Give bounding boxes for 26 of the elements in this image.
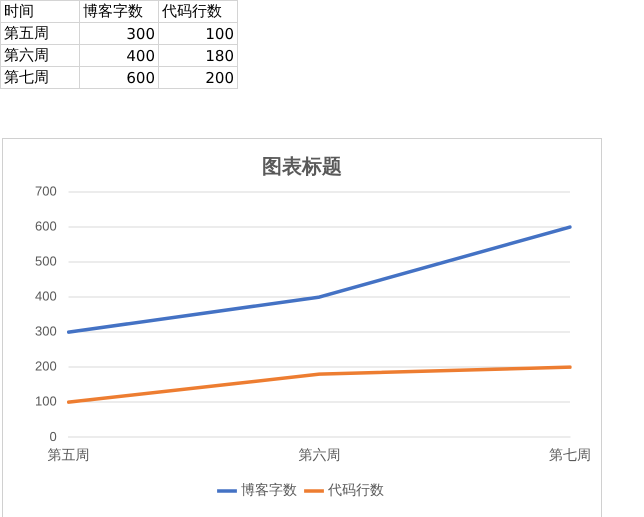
y-tick-label: 700 xyxy=(34,184,57,199)
legend-label: 博客字数 xyxy=(241,482,297,499)
y-tick-label: 400 xyxy=(34,288,57,304)
text: 第五周 xyxy=(0,22,80,44)
text: 400 xyxy=(80,44,158,66)
y-tick-label: 100 xyxy=(34,394,57,409)
text: 博客字数 xyxy=(80,0,158,22)
y-tick-label: 500 xyxy=(34,254,57,269)
x-tick-label: 第六周 xyxy=(298,446,340,462)
text: 第六周 xyxy=(0,44,80,66)
y-tick-label: 300 xyxy=(34,324,57,339)
y-tick-label: 0 xyxy=(49,428,57,444)
text: 代码行数 xyxy=(158,0,238,22)
text: 第七周 xyxy=(0,66,80,88)
y-tick-label: 200 xyxy=(34,358,57,374)
text: 时间 xyxy=(0,0,80,22)
legend-label: 代码行数 xyxy=(327,482,384,499)
x-tick-label: 第五周 xyxy=(48,446,90,462)
y-tick-label: 600 xyxy=(34,218,57,234)
text: 300 xyxy=(80,22,158,44)
text: 180 xyxy=(158,44,238,66)
chart-title: 图表标题 xyxy=(262,154,342,178)
x-tick-label: 第七周 xyxy=(549,446,591,462)
text: 600 xyxy=(80,66,158,88)
text: 200 xyxy=(158,66,238,88)
text: 100 xyxy=(158,22,238,44)
